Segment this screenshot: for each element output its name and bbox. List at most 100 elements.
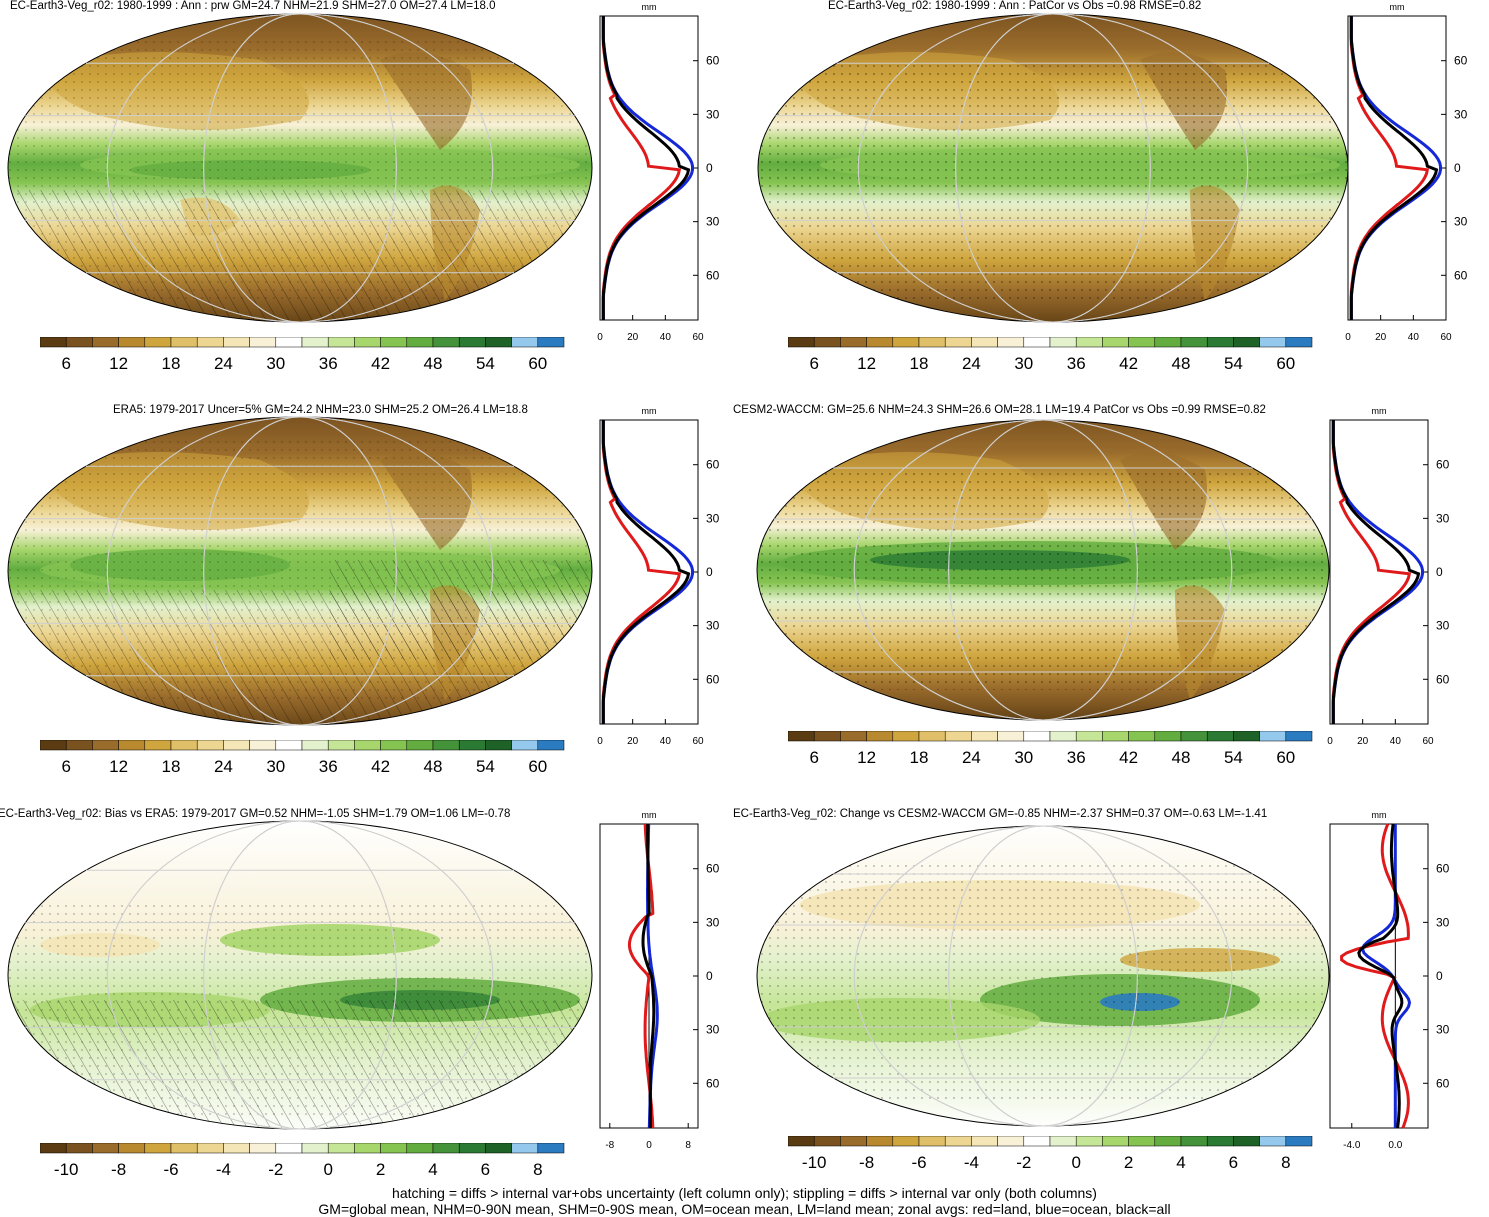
zonal-x-tick-label: 20 (627, 736, 639, 747)
colorbar-swatch (223, 740, 250, 751)
panel-title: EC-Earth3-Veg_r02: Change vs CESM2-WACCM… (733, 808, 1268, 820)
colorbar-label: 8 (533, 1160, 542, 1179)
zonal-units-label: mm (642, 810, 657, 820)
colorbar-label: 24 (962, 748, 981, 767)
panel-title: EC-Earth3-Veg_r02: Bias vs ERA5: 1979-20… (0, 808, 511, 820)
colorbar-abs-3: 612182430364248546066 (40, 740, 565, 776)
colorbar-swatch (1233, 337, 1260, 348)
zonal-all-line (1331, 420, 1421, 724)
zonal-all-line (601, 420, 691, 724)
lat-tick-label: 60N (1454, 54, 1468, 68)
colorbar-swatch (170, 337, 198, 348)
colorbar-label: 18 (162, 757, 181, 776)
zonal-plot-5: mm 60N 30N 0 30S 60S -8 0 8 (599, 810, 720, 1151)
colorbar-swatch (1049, 1136, 1077, 1147)
colorbar-label: 8 (1281, 1153, 1290, 1172)
lat-tick-label: 30S (1436, 619, 1450, 633)
colorbar-swatch (1128, 1136, 1156, 1147)
colorbar-swatch (354, 337, 381, 348)
lat-tick-label: 30S (706, 215, 720, 229)
colorbar-label: 30 (266, 757, 285, 776)
zonal-ocean-line (1331, 420, 1424, 724)
zonal-plot-6: mm 60N 30N 0 30S 60S -4.0 0.0 (1329, 810, 1450, 1151)
colorbar-swatch (275, 337, 303, 348)
colorbar-swatch (997, 731, 1025, 742)
map-panel-3 (8, 417, 592, 725)
lat-tick-label: 30N (1454, 107, 1468, 121)
colorbar-swatch (813, 1136, 841, 1147)
zonal-x-tick-label: 40 (660, 332, 672, 343)
colorbar-label: 42 (371, 354, 390, 373)
colorbar-swatch (380, 740, 408, 751)
colorbar-label: 6 (1229, 1153, 1238, 1172)
colorbar-swatch (432, 740, 460, 751)
colorbar-swatch (1206, 337, 1234, 348)
colorbar-label: -6 (911, 1153, 926, 1172)
colorbar-swatch (1285, 731, 1313, 742)
colorbar-swatch (537, 337, 565, 348)
colorbar-label: 18 (910, 354, 929, 373)
zonal-ocean-line (601, 420, 694, 724)
colorbar-swatch (40, 1143, 67, 1154)
colorbar-swatch (65, 1143, 93, 1154)
colorbar-swatch (354, 740, 381, 751)
colorbar-label: 60 (1276, 354, 1295, 373)
zonal-x-tick-label: 0 (646, 1140, 652, 1151)
zonal-units-label: mm (642, 406, 657, 416)
lat-tick-label: 60N (706, 862, 720, 876)
colorbar-label: -8 (859, 1153, 874, 1172)
zonal-frame (1329, 823, 1429, 1129)
lat-tick-label: 30N (706, 511, 720, 525)
colorbar-swatch (944, 731, 972, 742)
colorbar-swatch (971, 1136, 998, 1147)
colorbar-swatch (118, 337, 146, 348)
colorbar-swatch (918, 731, 946, 742)
colorbar-label: 6 (61, 757, 70, 776)
colorbar-swatch (1023, 731, 1051, 742)
colorbar-swatch (485, 337, 512, 348)
colorbar-swatch (458, 740, 486, 751)
colorbar-label: 60 (528, 757, 547, 776)
colorbar-swatch (813, 337, 841, 348)
colorbar-swatch (170, 740, 198, 751)
colorbar-swatch (1075, 337, 1103, 348)
colorbar-swatch (92, 1143, 119, 1154)
lat-tick-label: 30S (1454, 215, 1468, 229)
colorbar-swatch (1180, 337, 1208, 348)
zonal-plot-4: mm 60N 30N 0 30S 60S 0 20 40 60 (1327, 406, 1450, 747)
colorbar-label: 30 (1014, 748, 1033, 767)
colorbar-swatch (1049, 337, 1077, 348)
colorbar-swatch (432, 337, 460, 348)
lat-tick-label: 0 (706, 565, 713, 579)
zonal-x-tick-label: 60 (1440, 332, 1452, 343)
lat-tick-label: 60S (1436, 672, 1450, 686)
colorbar-label: 54 (1224, 748, 1243, 767)
lat-tick-label: 60N (1436, 862, 1450, 876)
map-panel-4 (757, 420, 1329, 720)
colorbar-swatch (1206, 731, 1234, 742)
colorbar-swatch (458, 1143, 486, 1154)
colorbar-label: -10 (802, 1153, 827, 1172)
colorbar-swatch (944, 337, 972, 348)
colorbar-swatch (92, 337, 119, 348)
zonal-x-tick-label: 20 (1357, 736, 1369, 747)
colorbar-label: 30 (266, 354, 285, 373)
zonal-plot-3: mm 60N 30N 0 30S 60S 0 20 40 60 (597, 406, 720, 747)
colorbar-label: 60 (1276, 748, 1295, 767)
colorbar-swatch (40, 337, 67, 348)
colorbar-label: 12 (857, 748, 876, 767)
zonal-x-tick-label: 60 (692, 736, 704, 747)
colorbar-label: 12 (109, 354, 128, 373)
colorbar-swatch (196, 337, 224, 348)
colorbar-swatch (866, 1136, 894, 1147)
colorbar-swatch (40, 740, 67, 751)
zonal-x-tick-label: -8 (605, 1140, 614, 1151)
colorbar-label: -2 (268, 1160, 283, 1179)
map-panel-6 (757, 826, 1329, 1126)
zonal-x-tick-label: 20 (1375, 332, 1387, 343)
colorbar-label: 36 (1067, 748, 1086, 767)
colorbar-swatch (1233, 731, 1260, 742)
colorbar-label: 48 (1172, 354, 1191, 373)
zonal-plot-2: mm 60N 30N 0 30S 60S 0 20 40 60 (1345, 2, 1468, 343)
colorbar-label: 18 (910, 748, 929, 767)
